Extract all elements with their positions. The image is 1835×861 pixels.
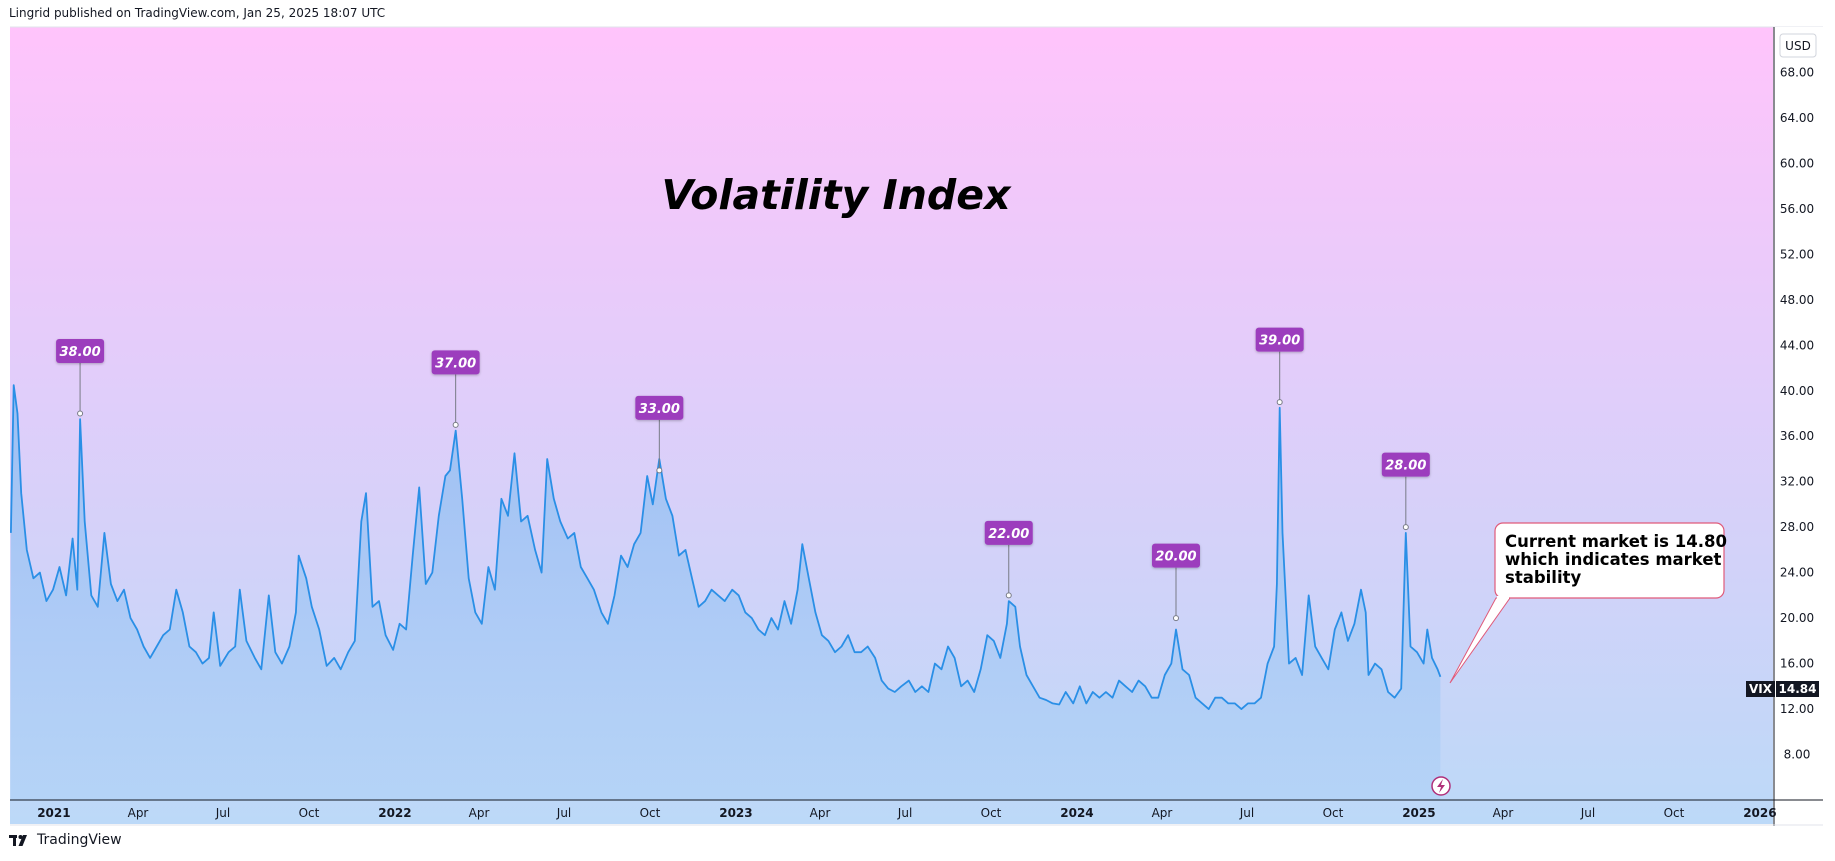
x-tick-label: 2022 — [378, 806, 411, 820]
x-tick-label: Jul — [556, 806, 571, 820]
chart-title: Volatility Index — [661, 171, 1012, 219]
peak-point — [656, 467, 663, 474]
x-tick-label: Oct — [640, 806, 661, 820]
y-tick-label: 68.00 — [1780, 65, 1814, 79]
last-price-value-box — [1776, 681, 1819, 697]
price-scale: USD 8.00 12.00 16.00 20.00 24.00 28.00 32.00 36… — [1773, 27, 1835, 826]
y-tick-label: 56.00 — [1780, 202, 1814, 216]
note-callout-seam — [1497, 596, 1509, 599]
y-tick-label: 12.00 — [1780, 702, 1814, 716]
peak-point — [1005, 592, 1012, 599]
peak-label: 33.00 — [639, 402, 680, 417]
y-tick-label: 36.00 — [1780, 429, 1814, 443]
y-tick-label: 8.00 — [1784, 748, 1811, 762]
peak-label: 38.00 — [60, 345, 101, 360]
y-tick-label: 40.00 — [1780, 384, 1814, 398]
x-tick-label: Apr — [1493, 806, 1514, 820]
lightning-button[interactable] — [1431, 776, 1451, 796]
y-tick-label: 24.00 — [1780, 566, 1814, 580]
y-tick-label: 48.00 — [1780, 293, 1814, 307]
x-tick-label: 2021 — [37, 806, 70, 820]
peak-label: 22.00 — [988, 527, 1029, 542]
x-tick-label: Apr — [128, 806, 149, 820]
x-tick-label: 2025 — [1402, 806, 1435, 820]
tradingview-logo[interactable]: TradingView — [9, 832, 122, 848]
x-tick-label: Oct — [1664, 806, 1685, 820]
series-line — [10, 384, 1442, 710]
peak-point — [1172, 615, 1179, 622]
x-tick-label: Jul — [897, 806, 912, 820]
x-tick-label: 2026 — [1743, 806, 1776, 820]
peak-annotation: 20.00 — [1151, 543, 1200, 622]
note-line-3: stability — [1505, 568, 1582, 587]
y-tick-label: 60.00 — [1780, 156, 1814, 170]
y-tick-label: 52.00 — [1780, 247, 1814, 261]
x-tick-label: Oct — [981, 806, 1002, 820]
peak-label: 20.00 — [1155, 550, 1196, 565]
x-tick-labels: 2021 Apr Jul Oct 2022 Apr Jul Oct 2023 Apr Jul Oct 2… — [37, 806, 1776, 820]
peak-label-box — [1151, 543, 1200, 568]
tradingview-logo-icon — [9, 835, 27, 846]
x-tick-label: Oct — [1323, 806, 1344, 820]
note-line-2: which indicates market — [1505, 550, 1722, 569]
peak-label: 39.00 — [1259, 334, 1300, 349]
last-price-symbol: VIX — [1749, 682, 1773, 696]
x-tick-label: Jul — [1580, 806, 1595, 820]
peak-label: 37.00 — [435, 356, 476, 371]
peak-annotation: 28.00 — [1381, 452, 1430, 531]
last-price-symbol-box — [1746, 681, 1775, 697]
peak-label-box — [431, 350, 480, 375]
peak-annotation: 39.00 — [1255, 327, 1304, 406]
peak-annotation: 38.00 — [56, 338, 105, 417]
y-tick-label: 28.00 — [1780, 520, 1814, 534]
x-tick-label: 2024 — [1060, 806, 1093, 820]
peak-label-box — [1255, 327, 1304, 352]
peak-label-box — [1381, 452, 1430, 477]
tradingview-logo-text: TradingView — [37, 832, 122, 848]
y-tick-label: 32.00 — [1780, 475, 1814, 489]
note-line-1: Current market is 14.80 — [1505, 532, 1727, 551]
peak-point — [452, 421, 459, 428]
y-tick-labels: 8.00 12.00 16.00 20.00 24.00 28.00 32.00 36.00 4… — [1780, 65, 1814, 761]
note-callout: Current market is 14.80 which indicates … — [1449, 522, 1727, 684]
currency-label: USD — [1785, 39, 1811, 53]
time-scale: 2021 Apr Jul Oct 2022 Apr Jul Oct 2023 Apr Jul Oct 2… — [10, 799, 1823, 826]
x-tick-label: Apr — [1152, 806, 1173, 820]
peak-label: 28.00 — [1385, 459, 1426, 474]
peak-label-box — [56, 338, 105, 363]
peak-annotation: 37.00 — [431, 350, 480, 428]
x-tick-label: Apr — [810, 806, 831, 820]
last-price-tag: VIX 14.84 — [1746, 681, 1819, 697]
x-tick-label: Oct — [299, 806, 320, 820]
peak-annotation: 33.00 — [635, 395, 684, 474]
annotation-layer: 38.00 37.00 33.00 22.00 20.00 39.00 28.00 — [56, 327, 1430, 622]
peak-label-box — [635, 395, 684, 420]
note-callout-box — [1494, 522, 1725, 599]
currency-button[interactable] — [1779, 33, 1817, 58]
y-tick-label: 44.00 — [1780, 338, 1814, 352]
last-price-value: 14.84 — [1779, 682, 1817, 696]
y-tick-label: 20.00 — [1780, 611, 1814, 625]
publisher-header: Lingrid published on TradingView.com, Ja… — [9, 6, 386, 20]
x-tick-label: Jul — [215, 806, 230, 820]
peak-point — [1276, 399, 1283, 406]
peak-label-box — [984, 520, 1033, 545]
y-tick-label: 16.00 — [1780, 657, 1814, 671]
x-tick-label: Jul — [1239, 806, 1254, 820]
peak-point — [1402, 524, 1409, 531]
area-layer — [10, 384, 1442, 800]
lightning-icon — [1437, 779, 1445, 793]
x-tick-label: 2023 — [719, 806, 752, 820]
x-tick-label: Apr — [469, 806, 490, 820]
y-tick-label: 64.00 — [1780, 111, 1814, 125]
peak-annotation: 22.00 — [984, 520, 1033, 599]
peak-point — [77, 410, 84, 417]
